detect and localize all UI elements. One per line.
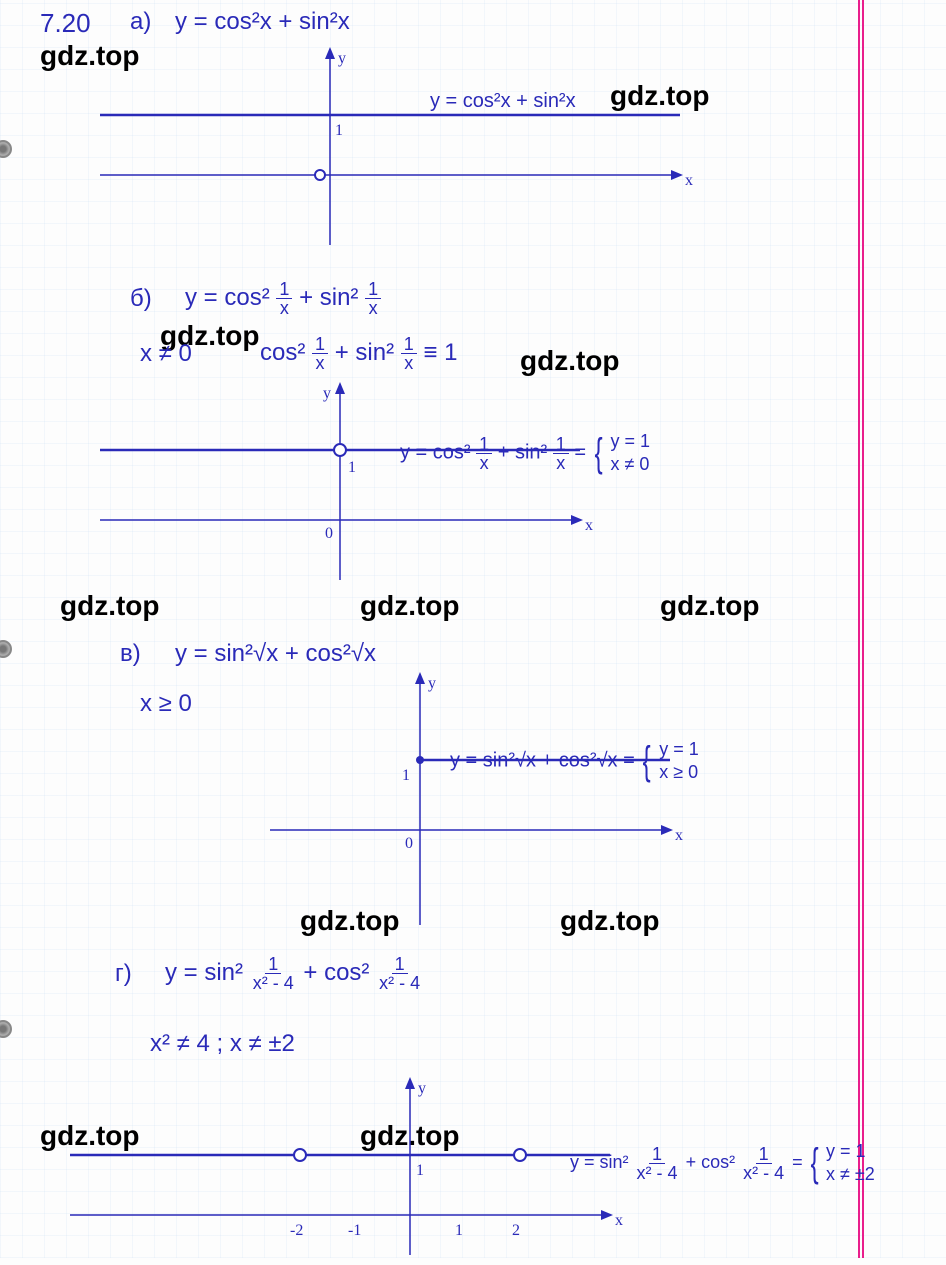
graph-b: y x 1 0 xyxy=(80,380,700,600)
part-b-domain: x ≠ 0 xyxy=(140,340,192,368)
svg-text:y: y xyxy=(323,385,331,402)
part-b-identity: cos² 1x + sin² 1x ≡ 1 xyxy=(260,335,457,372)
part-a-label: а) xyxy=(130,8,151,36)
part-g-equation: y = sin² 1x² - 4 + cos² 1x² - 4 xyxy=(165,955,423,992)
svg-text:0: 0 xyxy=(405,835,413,852)
svg-text:x: x xyxy=(675,827,683,844)
svg-text:1: 1 xyxy=(455,1222,463,1239)
svg-text:1: 1 xyxy=(402,767,410,784)
watermark: gdz.top xyxy=(520,345,620,377)
part-b-equation: y = cos² 1x + sin² 1x xyxy=(185,280,381,317)
part-g-label: г) xyxy=(115,960,132,988)
svg-text:1: 1 xyxy=(348,459,356,476)
graph-v: y x 1 0 xyxy=(250,670,770,930)
svg-text:1: 1 xyxy=(335,122,343,139)
graph-b-annotation: y = cos² 1x + sin² 1x = { y = 1 x ≠ 0 xyxy=(400,430,650,477)
part-a-equation: y = cos²x + sin²x xyxy=(175,8,350,36)
svg-text:y: y xyxy=(338,50,346,67)
part-v-domain: x ≥ 0 xyxy=(140,690,192,718)
graph-a-annotation: y = cos²x + sin²x xyxy=(430,90,576,113)
svg-text:y: y xyxy=(418,1080,426,1097)
svg-text:x: x xyxy=(585,517,593,534)
svg-text:y: y xyxy=(428,675,436,692)
svg-text:-2: -2 xyxy=(290,1222,303,1239)
part-v-equation: y = sin²√x + cos²√x xyxy=(175,640,376,668)
svg-text:x: x xyxy=(685,172,693,189)
problem-number: 7.20 xyxy=(40,8,91,39)
graph-v-annotation: y = sin²√x + cos²√x = { y = 1 x ≥ 0 xyxy=(450,738,699,785)
svg-text:-1: -1 xyxy=(348,1222,361,1239)
graph-a: y x 1 xyxy=(80,45,700,265)
svg-text:2: 2 xyxy=(512,1222,520,1239)
graph-g-annotation: y = sin² 1x² - 4 + cos² 1x² - 4 = { y = … xyxy=(570,1140,875,1187)
margin-line xyxy=(858,0,860,1258)
margin-line-2 xyxy=(862,0,864,1258)
part-b-label: б) xyxy=(130,285,152,313)
svg-text:1: 1 xyxy=(416,1162,424,1179)
part-v-label: в) xyxy=(120,640,141,668)
part-g-domain: x² ≠ 4 ; x ≠ ±2 xyxy=(150,1030,295,1058)
svg-text:x: x xyxy=(615,1212,623,1229)
svg-text:0: 0 xyxy=(325,525,333,542)
